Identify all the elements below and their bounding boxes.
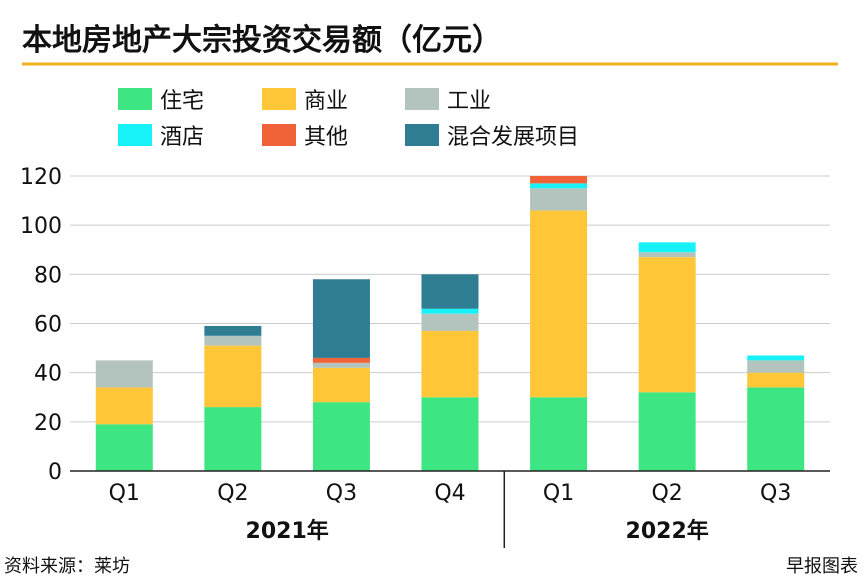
bar-segment bbox=[530, 176, 588, 184]
y-tick-label: 20 bbox=[34, 411, 62, 436]
bar-segment bbox=[95, 387, 153, 425]
legend-swatch-3 bbox=[405, 88, 439, 110]
y-tick-label: 60 bbox=[34, 313, 62, 338]
chart-title: 本地房地产大宗投资交易额（亿元） bbox=[22, 23, 502, 58]
bar-segment bbox=[638, 257, 696, 393]
source-note: 资料来源：莱坊 bbox=[4, 556, 130, 577]
x-tick-label: Q4 bbox=[434, 481, 465, 506]
legend-label-6: 混合发展项目 bbox=[447, 125, 579, 150]
legend-label-4: 酒店 bbox=[160, 125, 204, 150]
bar-segment bbox=[421, 308, 479, 314]
legend-label-1: 住宅 bbox=[160, 89, 204, 114]
bar-segment bbox=[312, 402, 370, 471]
bar-segment bbox=[638, 252, 696, 258]
x-tick-label: Q1 bbox=[543, 481, 574, 506]
x-tick-label: Q1 bbox=[109, 481, 140, 506]
y-tick-label: 40 bbox=[34, 362, 62, 387]
bar-segment bbox=[204, 325, 262, 336]
bar-segment bbox=[421, 313, 479, 331]
y-tick-label: 0 bbox=[48, 460, 62, 485]
year-label: 2021年 bbox=[246, 518, 329, 544]
bar-segment bbox=[638, 242, 696, 253]
legend-swatch-4 bbox=[118, 124, 152, 146]
bar-segment bbox=[747, 355, 805, 361]
legend-swatch-1 bbox=[118, 88, 152, 110]
year-label: 2022年 bbox=[626, 518, 709, 544]
y-tick-label: 80 bbox=[34, 263, 62, 288]
legend-label-2: 商业 bbox=[304, 89, 348, 114]
bar-segment bbox=[312, 362, 370, 368]
bar-segment bbox=[312, 357, 370, 363]
x-tick-label: Q2 bbox=[217, 481, 248, 506]
bar-segment bbox=[95, 360, 153, 388]
bar-segment bbox=[204, 335, 262, 346]
bar-segment bbox=[747, 372, 805, 388]
bar-segment bbox=[530, 210, 588, 398]
x-tick-label: Q2 bbox=[651, 481, 682, 506]
legend-swatch-5 bbox=[262, 124, 296, 146]
axes bbox=[70, 470, 830, 548]
bars bbox=[95, 176, 805, 471]
bar-segment bbox=[204, 345, 262, 408]
bar-segment bbox=[204, 407, 262, 471]
legend-label-3: 工业 bbox=[447, 89, 491, 114]
bar-segment bbox=[530, 183, 588, 189]
bar-segment bbox=[421, 397, 479, 471]
bar-segment bbox=[530, 397, 588, 471]
x-tick-label: Q3 bbox=[326, 481, 357, 506]
y-tick-label: 120 bbox=[20, 165, 62, 190]
bar-segment bbox=[421, 330, 479, 398]
bar-segment bbox=[312, 367, 370, 403]
bar-segment bbox=[638, 392, 696, 471]
x-tick-label: Q3 bbox=[760, 481, 791, 506]
legend-swatch-6 bbox=[405, 124, 439, 146]
bar-segment bbox=[747, 387, 805, 471]
y-tick-label: 100 bbox=[20, 214, 62, 239]
bar-segment bbox=[747, 360, 805, 373]
bar-segment bbox=[421, 274, 479, 309]
chart-credit: 早报图表 bbox=[786, 556, 858, 577]
axis-labels: 0 20 40 60 80 100 120 Q1 Q2 Q3 Q4 Q1 Q2 Q3 2021年 2022年 bbox=[20, 165, 791, 544]
legend-label-5: 其他 bbox=[304, 125, 348, 150]
bar-segment bbox=[95, 424, 153, 471]
bar-segment bbox=[312, 279, 370, 358]
legend-swatch-2 bbox=[262, 88, 296, 110]
bar-segment bbox=[530, 188, 588, 211]
